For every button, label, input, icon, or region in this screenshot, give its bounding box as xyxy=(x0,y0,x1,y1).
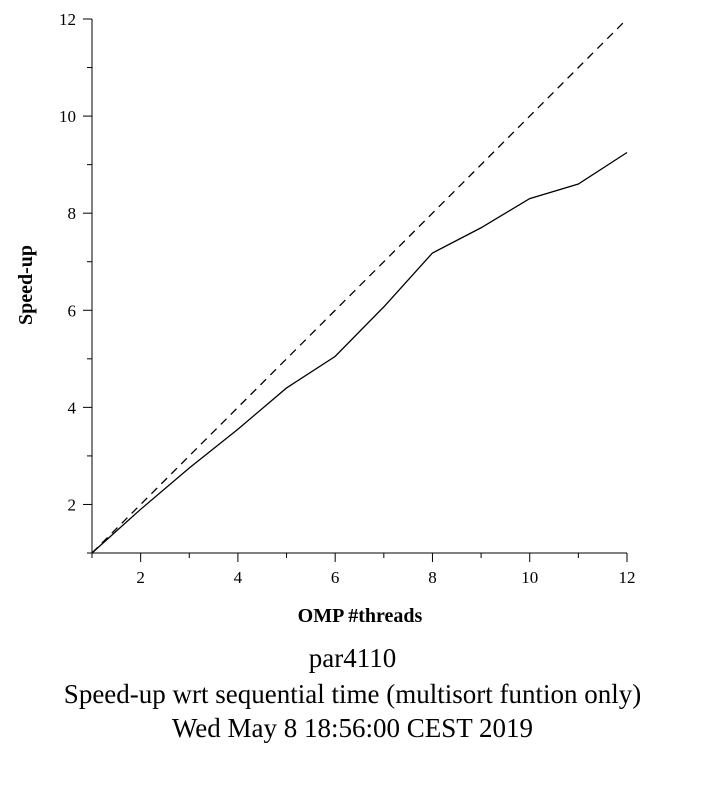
y-tick-label: 10 xyxy=(59,107,76,126)
y-tick-label: 4 xyxy=(68,398,77,417)
measured-speedup-line xyxy=(91,151,628,554)
x-tick-label: 2 xyxy=(136,568,145,587)
y-tick-label: 6 xyxy=(68,301,77,320)
x-tick-label: 6 xyxy=(331,568,340,587)
caption-timestamp: Wed May 8 18:56:00 CEST 2019 xyxy=(171,713,534,743)
y-axis: 2 4 6 8 10 12 xyxy=(59,10,93,554)
y-tick-label: 12 xyxy=(59,10,76,29)
x-tick-label: 10 xyxy=(521,568,538,587)
y-tick-label: 2 xyxy=(68,495,77,514)
x-axis: 2 4 6 8 10 12 xyxy=(91,552,636,587)
y-tick-label: 8 xyxy=(68,204,77,223)
x-tick-label: 12 xyxy=(619,568,636,587)
x-axis-label: OMP #threads xyxy=(298,605,423,627)
caption-title: Speed-up wrt sequential time (multisort … xyxy=(63,679,642,709)
x-tick-label: 4 xyxy=(234,568,243,587)
speedup-chart: 2 4 6 8 10 12 2 4 6 8 10 12 OMP #threads Speed-up xyxy=(15,10,636,627)
series-group xyxy=(91,18,628,554)
ideal-speedup-line xyxy=(91,18,628,554)
x-tick-label: 8 xyxy=(428,568,437,587)
caption-host: par4110 xyxy=(308,643,397,673)
y-axis-label: Speed-up xyxy=(15,245,37,325)
